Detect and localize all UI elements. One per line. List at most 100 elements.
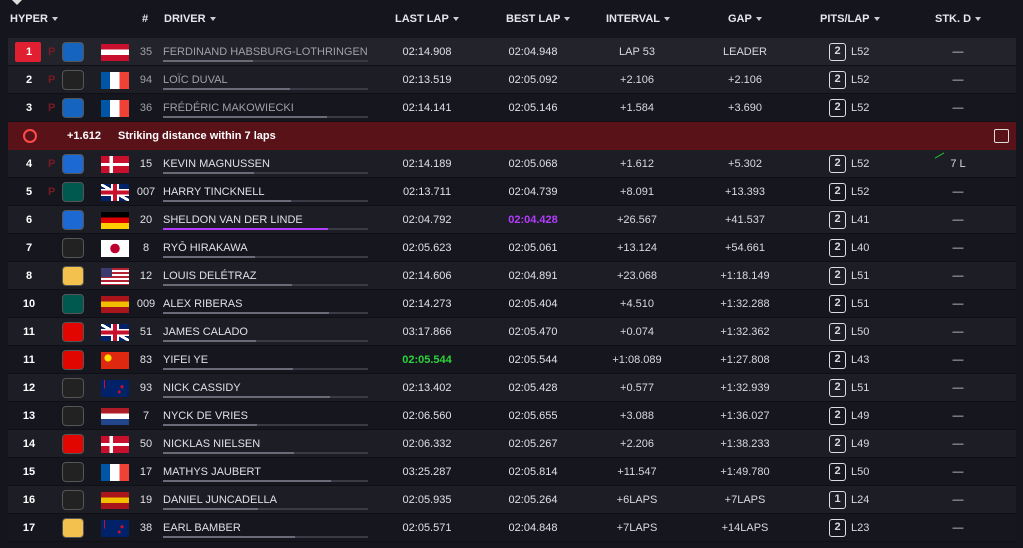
team-logo [62,322,84,342]
pit-lap: L51 [851,270,870,282]
last-lap: 02:13.519 [402,74,452,86]
interval: +7LAPS [616,522,658,534]
car-number: 009 [136,298,156,310]
gap: +54.661 [724,242,766,254]
pit-count: 2 [829,211,846,229]
progress-fill [163,536,295,538]
position: 12 [22,382,36,394]
pit-lap: L52 [851,186,870,198]
interval: +4.510 [620,298,654,310]
progress-fill [163,452,294,454]
best-lap: 02:05.814 [508,466,558,478]
progress-track [163,424,368,426]
position: 17 [22,522,36,534]
pit-lap: L49 [851,410,870,422]
team-logo [62,462,84,482]
class-header[interactable]: HYPER [10,13,58,25]
driver-name: RYŌ HIRAKAWA [163,242,248,254]
progress-fill [163,312,329,314]
last-lap: 02:05.623 [402,242,452,254]
position: 6 [25,214,33,226]
team-logo [62,70,84,90]
team-logo [62,98,84,118]
sort-arrow [452,17,459,22]
flag [101,296,129,313]
team-logo [62,42,84,62]
position: 10 [22,298,36,310]
col-header[interactable]: # [142,13,149,25]
team-logo [62,210,84,230]
flag [101,324,129,341]
pit-count: 2 [829,379,846,397]
interval: +2.106 [620,74,654,86]
col-header[interactable]: STK. D [935,13,982,25]
gap: +13.393 [724,186,766,198]
interval: +11.547 [617,466,657,478]
sort-arrow [209,17,216,22]
interval: +3.088 [620,410,654,422]
pit-lap: L40 [851,242,870,254]
pit-count: 1 [829,491,846,509]
pit-lap: L24 [851,494,870,506]
driver-name: ALEX RIBERAS [163,298,243,310]
pit-flag: P [48,186,56,198]
driver-name: KEVIN MAGNUSSEN [163,158,270,170]
driver-name: YIFEI YE [163,354,209,366]
stk-d: — [952,410,964,422]
last-lap: 02:04.792 [402,214,452,226]
gap: +1:49.780 [720,466,770,478]
car-number: 83 [139,354,153,366]
gap: +3.690 [728,102,762,114]
gap: +41.537 [724,214,766,226]
team-logo [62,518,84,538]
best-lap: 02:05.092 [508,74,558,86]
stk-d: 7 L [950,158,966,170]
position: 11 [23,326,35,338]
gap: +2.106 [728,74,762,86]
last-lap: 02:13.402 [402,382,452,394]
col-header[interactable]: LAST LAP [395,13,459,25]
position: 14 [22,438,36,450]
flag [101,436,129,453]
gap: +14LAPS [721,522,769,534]
gap: +1:36.027 [720,410,770,422]
best-lap: 02:05.068 [508,158,558,170]
sort-arrow [51,17,58,22]
col-header[interactable]: INTERVAL [606,13,670,25]
driver-name: NICK CASSIDY [163,382,241,394]
interval: +26.567 [616,214,658,226]
progress-fill [163,284,292,286]
car-number: 15 [139,158,153,170]
last-lap: 02:05.544 [402,354,452,366]
collapse-arrow[interactable] [12,0,22,5]
col-header[interactable]: PITS/LAP [820,13,880,25]
pit-count: 2 [829,155,846,173]
stk-d: — [952,466,964,478]
flag [101,44,129,61]
driver-name: MATHYS JAUBERT [163,466,261,478]
flag [101,100,129,117]
stk-d: — [952,494,964,506]
stk-d: — [952,214,964,226]
stk-d: — [952,326,964,338]
gap: +1:18.149 [720,270,770,282]
interval: +2.206 [620,438,654,450]
flag [101,72,129,89]
team-logo [62,490,84,510]
car-number: 19 [139,494,153,506]
driver-name: LOÏC DUVAL [163,74,228,86]
stk-d: — [952,298,964,310]
position: 15 [22,466,36,478]
last-lap: 02:14.141 [402,102,452,114]
car-number: 93 [139,382,153,394]
flag [101,464,129,481]
gap: +1:38.233 [720,438,770,450]
col-header[interactable]: DRIVER [164,13,216,25]
col-header[interactable]: GAP [728,13,762,25]
flag [101,156,129,173]
team-logo [62,238,84,258]
interval: +1.612 [620,158,654,170]
chart-icon[interactable] [994,129,1009,143]
pit-flag: P [48,158,56,170]
col-header[interactable]: BEST LAP [506,13,571,25]
